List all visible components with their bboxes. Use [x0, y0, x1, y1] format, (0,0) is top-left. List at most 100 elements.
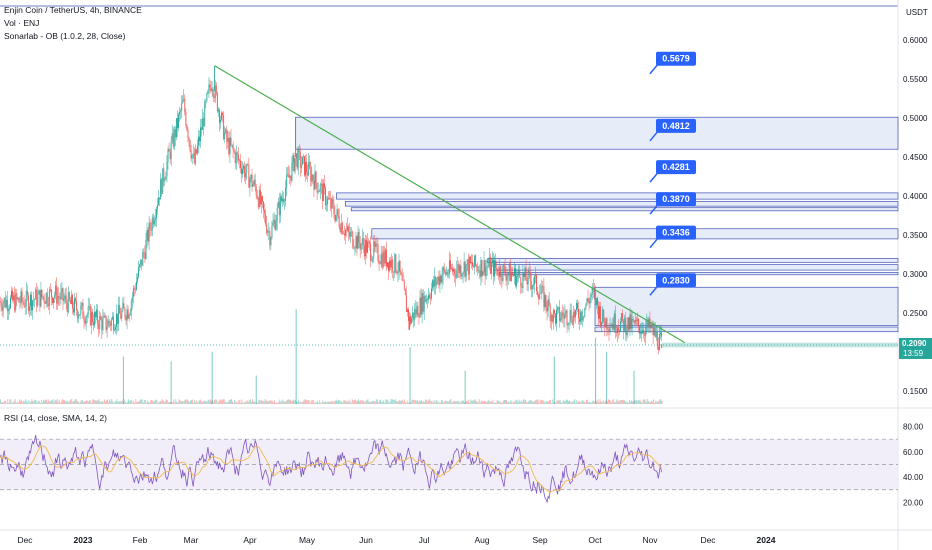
volume-bar — [489, 401, 491, 404]
volume-bar — [516, 399, 518, 404]
candle-body — [406, 309, 408, 313]
candle-body — [460, 265, 462, 277]
volume-bar — [438, 402, 440, 404]
candle-body — [409, 316, 410, 321]
candle-body — [580, 311, 582, 323]
volume-bar — [54, 399, 56, 404]
volume-bar — [599, 399, 601, 404]
candle-body — [343, 233, 345, 236]
candle-body — [392, 259, 394, 272]
volume-bar — [252, 399, 253, 404]
volume-bar — [407, 400, 409, 404]
volume-bar — [109, 399, 111, 404]
candle-body — [636, 319, 638, 322]
indicator-legend[interactable]: Sonarlab - OB (1.0.2, 28, Close) — [4, 31, 126, 41]
candle-body — [301, 156, 303, 165]
candle-body — [9, 308, 10, 310]
volume-bar — [625, 401, 627, 404]
volume-bar — [101, 401, 103, 404]
rsi-legend[interactable]: RSI (14, close, SMA, 14, 2) — [4, 413, 107, 423]
candle-body — [262, 196, 263, 202]
volume-bar — [124, 401, 126, 404]
volume-bar — [424, 401, 426, 404]
candle-body — [524, 267, 526, 277]
candle-body — [27, 295, 29, 311]
candle-body — [237, 154, 239, 161]
candle-body — [347, 226, 348, 231]
candle-body — [170, 141, 172, 160]
volume-bar — [485, 401, 486, 404]
candle-body — [42, 296, 44, 298]
candle-body — [319, 185, 321, 192]
candle-body — [62, 288, 64, 301]
candle-body — [378, 261, 380, 264]
volume-bar — [657, 401, 659, 404]
volume-bar — [507, 402, 509, 404]
volume-bar — [406, 402, 408, 404]
candle-body — [607, 329, 609, 331]
volume-bar — [65, 401, 66, 404]
volume-bar — [71, 399, 73, 404]
volume-bar — [581, 400, 583, 404]
candle-body — [199, 136, 200, 142]
candle-body — [399, 260, 401, 273]
volume-bar — [659, 399, 661, 404]
volume-bar — [385, 399, 387, 404]
candle-body — [129, 311, 131, 315]
volume-bar — [646, 399, 648, 404]
volume-bar — [562, 400, 564, 404]
volume-bar — [615, 402, 617, 404]
time-tick-label: May — [299, 535, 316, 545]
candle-body — [1, 306, 3, 311]
volume-bar — [589, 401, 590, 404]
volume-bar — [433, 400, 435, 404]
candle-body — [359, 242, 361, 250]
volume-bar — [412, 399, 414, 404]
volume-bar — [567, 400, 568, 404]
symbol-legend[interactable]: Enjin Coin / TetherUS, 4h, BINANCE — [4, 5, 142, 15]
candle-body — [255, 186, 257, 196]
candle-body — [587, 298, 589, 301]
volume-bar — [142, 402, 144, 404]
candle-body — [133, 288, 135, 290]
candle-body — [604, 321, 606, 328]
candle-body — [127, 309, 129, 319]
volume-bar — [285, 401, 287, 404]
volume-bar — [468, 399, 470, 404]
volume-bar — [367, 399, 369, 404]
volume-bar — [316, 402, 317, 404]
candle-body — [61, 288, 63, 292]
candle-body — [183, 98, 185, 101]
volume-bar — [312, 400, 314, 404]
volume-bar — [410, 402, 412, 404]
candle-body — [598, 305, 599, 319]
volume-bar — [261, 399, 263, 404]
volume-bar — [347, 402, 349, 404]
candle-body — [507, 273, 509, 277]
volume-bar — [349, 401, 351, 404]
volume-bar — [300, 401, 302, 404]
volume-bar — [242, 402, 244, 404]
volume-bar — [231, 399, 232, 404]
volume-bar — [135, 399, 137, 404]
volume-bar — [223, 399, 225, 404]
candle-body — [25, 290, 27, 307]
volume-legend[interactable]: Vol · ENJ — [4, 18, 40, 28]
volume-bar — [656, 401, 658, 404]
volume-bar — [414, 399, 416, 404]
volume-bar — [362, 400, 364, 404]
candle-body — [563, 315, 565, 319]
volume-bar — [12, 402, 14, 404]
candle-body — [394, 254, 396, 273]
volume-bar — [325, 401, 327, 404]
candle-body — [240, 160, 241, 169]
candle-body — [508, 263, 510, 274]
volume-bar — [361, 400, 363, 404]
candle-body — [108, 320, 110, 324]
candle-body — [648, 318, 650, 328]
time-tick-label: Aug — [474, 535, 489, 545]
candle-body — [145, 239, 147, 260]
candle-body — [204, 101, 206, 127]
volume-bar — [593, 400, 595, 404]
